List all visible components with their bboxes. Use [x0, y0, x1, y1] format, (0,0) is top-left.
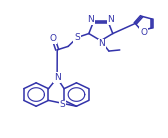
- Text: S: S: [60, 100, 65, 109]
- Text: O: O: [50, 34, 57, 43]
- Text: N: N: [54, 73, 60, 82]
- Text: O: O: [140, 28, 147, 37]
- Text: N: N: [88, 15, 94, 24]
- Text: N: N: [98, 39, 105, 48]
- Text: S: S: [74, 33, 80, 42]
- Text: N: N: [107, 15, 114, 24]
